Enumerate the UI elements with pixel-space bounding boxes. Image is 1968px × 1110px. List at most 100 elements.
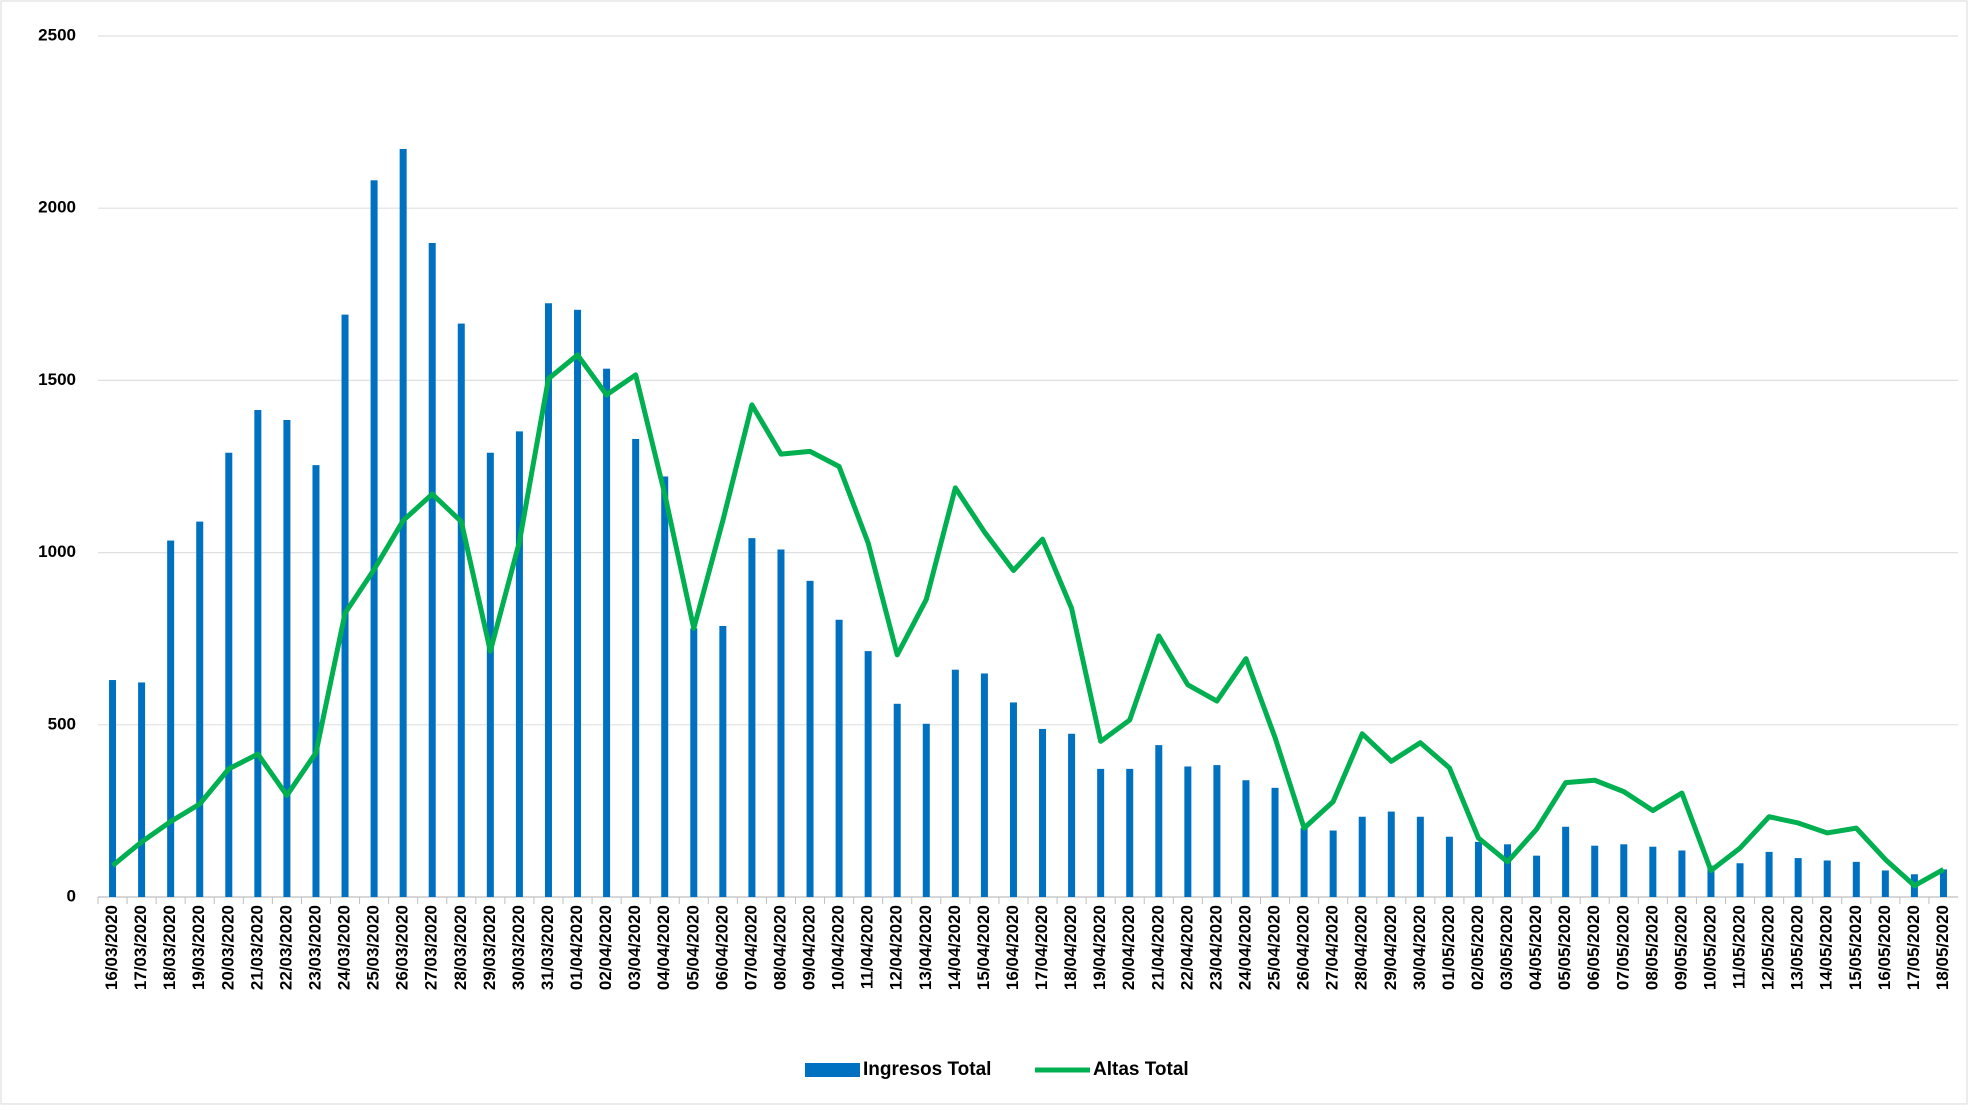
bar bbox=[312, 465, 320, 897]
x-tick-label: 11/05/2020 bbox=[1730, 905, 1749, 989]
x-tick-label: 05/05/2020 bbox=[1555, 905, 1574, 990]
bar bbox=[777, 549, 785, 897]
bar bbox=[1881, 870, 1889, 897]
bar bbox=[690, 628, 698, 897]
y-tick-label: 0 bbox=[67, 886, 76, 905]
x-tick-label: 11/04/2020 bbox=[858, 905, 877, 989]
bar bbox=[1852, 861, 1860, 897]
bar bbox=[748, 538, 756, 897]
bar bbox=[951, 669, 959, 897]
bar bbox=[603, 368, 611, 897]
y-tick-label: 1000 bbox=[38, 542, 76, 561]
x-tick-label: 22/03/2020 bbox=[276, 905, 295, 990]
bar bbox=[341, 314, 349, 897]
x-tick-label: 18/05/2020 bbox=[1933, 905, 1952, 990]
x-tick-label: 16/05/2020 bbox=[1875, 905, 1894, 990]
x-tick-label: 01/05/2020 bbox=[1439, 905, 1458, 990]
bar bbox=[1533, 855, 1541, 897]
bar bbox=[1271, 787, 1279, 897]
x-tick-label: 13/04/2020 bbox=[916, 905, 935, 990]
bar bbox=[1765, 851, 1773, 897]
x-tick-label: 29/03/2020 bbox=[480, 905, 499, 990]
bar bbox=[1649, 846, 1657, 897]
bar bbox=[1097, 768, 1105, 897]
x-tick-label: 02/04/2020 bbox=[596, 905, 615, 990]
y-tick-label: 2000 bbox=[38, 198, 76, 217]
x-tick-label: 20/04/2020 bbox=[1119, 905, 1138, 990]
bar bbox=[632, 438, 640, 897]
bar bbox=[370, 180, 378, 898]
y-tick-label: 500 bbox=[48, 714, 76, 733]
x-tick-label: 15/04/2020 bbox=[974, 905, 993, 990]
x-tick-label: 14/04/2020 bbox=[945, 905, 964, 990]
bar bbox=[574, 309, 582, 898]
x-tick-label: 02/05/2020 bbox=[1468, 905, 1487, 990]
bar bbox=[922, 723, 930, 897]
x-tick-label: 21/03/2020 bbox=[247, 905, 266, 990]
bar bbox=[1155, 745, 1163, 897]
bar bbox=[980, 673, 988, 897]
x-tick-label: 08/04/2020 bbox=[770, 905, 789, 990]
bar bbox=[428, 242, 436, 898]
x-tick-label: 22/04/2020 bbox=[1177, 905, 1196, 990]
x-tick-label: 03/04/2020 bbox=[625, 905, 644, 990]
legend-label: Ingresos Total bbox=[863, 1059, 991, 1080]
x-tick-label: 27/03/2020 bbox=[422, 905, 441, 990]
bar bbox=[1678, 850, 1686, 897]
y-tick-label: 1500 bbox=[38, 370, 76, 389]
x-tick-label: 30/03/2020 bbox=[509, 905, 528, 990]
x-tick-label: 23/04/2020 bbox=[1206, 905, 1225, 990]
bar bbox=[1736, 863, 1744, 897]
x-tick-label: 08/05/2020 bbox=[1642, 905, 1661, 990]
x-tick-label: 28/04/2020 bbox=[1352, 905, 1371, 990]
x-tick-label: 27/04/2020 bbox=[1323, 905, 1342, 990]
x-tick-label: 07/05/2020 bbox=[1613, 905, 1632, 990]
x-tick-label: 09/05/2020 bbox=[1671, 905, 1690, 990]
line bbox=[110, 352, 1945, 889]
bar bbox=[1823, 860, 1831, 897]
bar bbox=[254, 410, 262, 897]
x-tick-label: 25/04/2020 bbox=[1265, 905, 1284, 990]
x-tick-label: 17/04/2020 bbox=[1032, 905, 1051, 990]
x-tick-label: 14/05/2020 bbox=[1817, 905, 1836, 990]
x-tick-label: 18/03/2020 bbox=[160, 905, 179, 990]
x-tick-label: 28/03/2020 bbox=[451, 905, 470, 990]
bar bbox=[1445, 836, 1453, 897]
x-tick-label: 17/03/2020 bbox=[131, 905, 150, 990]
bar bbox=[864, 651, 872, 897]
bar bbox=[225, 452, 233, 897]
bar bbox=[1068, 733, 1076, 897]
x-tick-label: 26/04/2020 bbox=[1294, 905, 1313, 990]
legend-swatch bbox=[805, 1063, 860, 1077]
x-tick-label: 19/03/2020 bbox=[189, 905, 208, 990]
x-tick-label: 21/04/2020 bbox=[1148, 905, 1167, 990]
legend-label: Altas Total bbox=[1093, 1059, 1189, 1080]
x-tick-label: 15/05/2020 bbox=[1846, 905, 1865, 990]
bar bbox=[719, 625, 727, 897]
bar bbox=[109, 680, 117, 897]
bar bbox=[515, 431, 523, 897]
bar bbox=[1358, 816, 1366, 897]
bar bbox=[1562, 826, 1570, 897]
x-tick-label: 24/04/2020 bbox=[1235, 905, 1254, 990]
bar bbox=[1126, 768, 1134, 897]
bar bbox=[1387, 811, 1395, 897]
bar bbox=[1242, 780, 1250, 897]
bar bbox=[486, 452, 494, 897]
bar bbox=[544, 303, 552, 897]
bar bbox=[1620, 844, 1628, 897]
x-tick-label: 31/03/2020 bbox=[538, 905, 557, 990]
bar bbox=[1794, 858, 1802, 897]
x-tick-label: 16/04/2020 bbox=[1003, 905, 1022, 990]
x-tick-label: 09/04/2020 bbox=[800, 905, 819, 990]
x-tick-label: 03/05/2020 bbox=[1497, 905, 1516, 990]
x-tick-label: 12/04/2020 bbox=[887, 905, 906, 990]
x-tick-label: 26/03/2020 bbox=[393, 905, 412, 990]
bar bbox=[893, 703, 901, 897]
x-tick-label: 18/04/2020 bbox=[1061, 905, 1080, 990]
x-tick-label: 17/05/2020 bbox=[1904, 905, 1923, 990]
x-tick-label: 24/03/2020 bbox=[335, 905, 354, 990]
x-tick-label: 07/04/2020 bbox=[741, 905, 760, 990]
bar bbox=[661, 476, 669, 897]
